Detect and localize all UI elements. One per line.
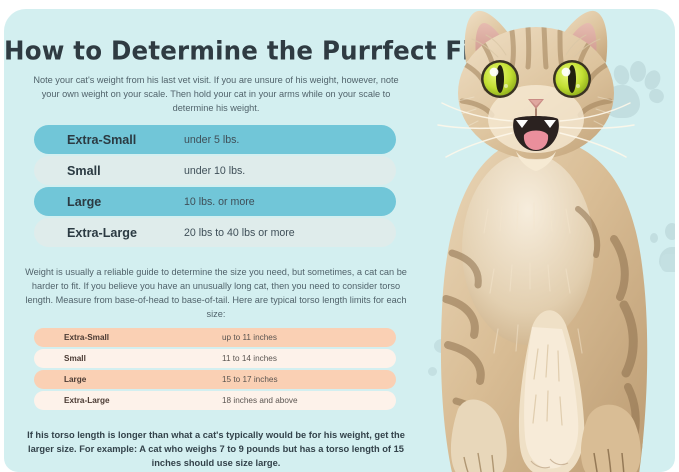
torso-intro-paragraph: Weight is usually a reliable guide to de… [25, 267, 407, 320]
size-label: Large [64, 375, 87, 384]
size-label: Large [67, 194, 102, 209]
intro-paragraph: Note your cat's weight from his last vet… [33, 75, 399, 114]
size-label: Small [64, 354, 86, 363]
torso-length-table: Extra-Small up to 11 inches Small 11 to … [34, 328, 396, 412]
size-label: Extra-Large [67, 225, 137, 240]
size-label: Extra-Large [64, 396, 110, 405]
size-value: 11 to 14 inches [222, 354, 277, 363]
size-value: up to 11 inches [222, 333, 277, 342]
size-value: 10 lbs. or more [184, 195, 255, 208]
weight-size-table: Extra-Small under 5 lbs. Small under 10 … [34, 125, 396, 249]
closing-paragraph: If his torso length is longer than what … [27, 430, 405, 469]
table-row: Extra-Large 20 lbs to 40 lbs or more [34, 218, 396, 247]
table-row: Extra-Large 18 inches and above [34, 391, 396, 410]
size-label: Extra-Small [67, 132, 137, 147]
content-column: How to Determine the Purrfect Fit Note y… [4, 9, 483, 472]
table-row: Small under 10 lbs. [34, 156, 396, 185]
size-value: under 5 lbs. [184, 133, 240, 146]
table-row: Small 11 to 14 inches [34, 349, 396, 368]
decor-dot [661, 254, 675, 272]
decor-dot [428, 367, 437, 376]
cat-illustration [437, 10, 648, 472]
size-value: 15 to 17 inches [222, 375, 278, 384]
cat-photo [428, 9, 675, 472]
table-row: Extra-Small under 5 lbs. [34, 125, 396, 154]
table-row: Extra-Small up to 11 inches [34, 328, 396, 347]
size-value: 18 inches and above [222, 396, 298, 405]
size-value: under 10 lbs. [184, 164, 246, 177]
table-row: Large 15 to 17 inches [34, 370, 396, 389]
table-row: Large 10 lbs. or more [34, 187, 396, 216]
page-title: How to Determine the Purrfect Fit [4, 35, 483, 66]
size-label: Small [67, 163, 101, 178]
info-card: How to Determine the Purrfect Fit Note y… [4, 9, 675, 472]
size-label: Extra-Small [64, 333, 110, 342]
size-value: 20 lbs to 40 lbs or more [184, 226, 295, 239]
